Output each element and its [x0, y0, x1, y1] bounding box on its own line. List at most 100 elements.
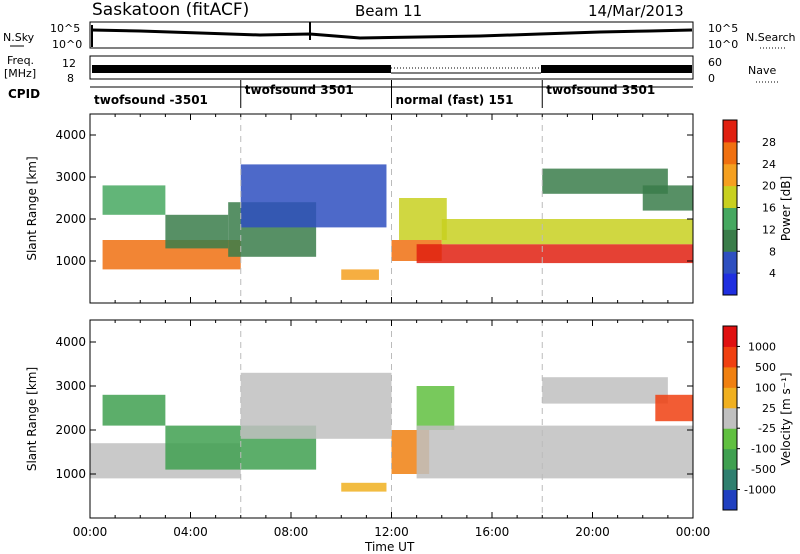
noise-right-tick-bottom: 10^0 [708, 38, 738, 51]
colorbar-tick-label: 500 [755, 361, 776, 374]
freq-band-1 [92, 65, 391, 73]
y-axis-label: Slant Range [km] [25, 367, 39, 471]
noise-panel-frame [89, 21, 694, 49]
colorbar-tick-label: -100 [751, 443, 776, 456]
velocity-panel: 1000 2000 3000 4000 Slant Range [km] 1000 500 1… [25, 319, 793, 519]
date-title: 14/Mar/2013 [588, 2, 684, 20]
echo-region [165, 214, 229, 249]
echo-region [240, 372, 392, 439]
colorbar-tick-label: 1000 [748, 340, 776, 353]
colorbar-swatch [723, 469, 737, 491]
y-tick-label: 2000 [55, 212, 86, 226]
colorbar-tick-label: 16 [762, 202, 776, 215]
colorbar-label: Velocity [m s⁻¹] [779, 372, 793, 465]
colorbar-swatch [723, 185, 737, 208]
colorbar-swatch [723, 387, 737, 409]
power-panel: 1000 2000 3000 4000 Slant Range [km] 4 8 12 16 20… [25, 113, 793, 304]
colorbar-swatch [723, 428, 737, 450]
y-tick-label: 3000 [55, 379, 86, 393]
freq-panel-frame [89, 55, 694, 80]
noise-left-tick-top: 10^5 [50, 22, 80, 35]
y-tick-label: 1000 [55, 254, 86, 268]
colorbar-tick-label: 24 [762, 158, 776, 171]
colorbar-swatch [723, 448, 737, 470]
colorbar-label: Power [dB] [779, 176, 793, 241]
y-tick-label: 2000 [55, 423, 86, 437]
echo-region [542, 377, 668, 404]
colorbar-swatch [723, 407, 737, 429]
echo-region [240, 164, 387, 228]
freq-left-tick-bottom: 8 [67, 72, 74, 85]
colorbar-tick-label: 100 [755, 381, 776, 394]
beam-title: Beam 11 [355, 2, 422, 20]
colorbar-swatch [723, 141, 737, 165]
echo-region [102, 394, 166, 426]
colorbar-tick-label: 25 [762, 402, 776, 415]
echo-region [655, 394, 693, 422]
colorbar-swatch [723, 326, 737, 347]
x-tick-label: 16:00 [475, 525, 510, 539]
freq-band-2 [541, 65, 692, 73]
y-tick-label: 3000 [55, 170, 86, 184]
colorbar-tick-label: 4 [769, 267, 776, 280]
echo-region [416, 244, 693, 264]
noise-sky-label: N.Sky [3, 31, 35, 44]
y-tick-label: 4000 [55, 335, 86, 349]
x-axis-label: Time UT [364, 540, 415, 554]
echo-region [341, 269, 379, 280]
colorbar-swatch [723, 163, 737, 187]
colorbar-swatch [723, 366, 737, 388]
x-tick-label: 00:00 [73, 525, 108, 539]
colorbar-tick-label: -25 [758, 422, 776, 435]
panel-frame [89, 113, 694, 304]
x-tick-label: 08:00 [274, 525, 309, 539]
y-axis-label: Slant Range [km] [25, 156, 39, 260]
echo-region [642, 185, 693, 211]
nave-label: Nave [748, 64, 776, 77]
colorbar-tick-label: 20 [762, 180, 776, 193]
x-axis: 00:00 04:00 08:00 12:00 16:00 20:00 00:00 [73, 525, 711, 539]
echo-region [416, 386, 455, 430]
cpid-row: twofsound -3501 twofsound 3501 normal (fas… [90, 80, 693, 108]
colorbar-swatch [723, 229, 737, 252]
noise-search-label: N.Search [746, 31, 796, 44]
colorbar-tick-label: -500 [751, 463, 776, 476]
freq-panel: Freq. [MHz] 12 8 60 0 Nave [4, 54, 778, 85]
cpid-segment-label: normal (fast) 151 [396, 93, 514, 107]
cpid-label: CPID [8, 87, 40, 101]
echo-region [399, 198, 447, 240]
cpid-segment-label: twofsound -3501 [94, 93, 208, 107]
colorbar-swatch [723, 207, 737, 230]
noise-panel: N.Sky 10^5 10^0 10^5 10^0 N.Search [3, 21, 796, 51]
station-title: Saskatoon (fitACF) [92, 0, 249, 20]
noise-left-tick-bottom: 10^0 [52, 38, 82, 51]
cpid-segment-label: twofsound 3501 [546, 83, 655, 97]
echo-region [102, 185, 166, 215]
nave-right-tick-top: 60 [708, 56, 722, 69]
freq-label: Freq. [7, 54, 34, 67]
colorbar-swatch [723, 120, 737, 143]
colorbar-frame [722, 325, 738, 511]
x-tick-label: 12:00 [374, 525, 409, 539]
colorbar-tick-label: 28 [762, 136, 776, 149]
echo-region [441, 219, 693, 245]
cpid-segment-label: twofsound 3501 [245, 83, 354, 97]
x-tick-label: 04:00 [173, 525, 208, 539]
colorbar-swatch [723, 251, 737, 274]
nave-right-tick-bottom: 0 [708, 72, 715, 85]
freq-left-tick-top: 12 [62, 57, 76, 70]
colorbar-swatch [723, 346, 737, 368]
noise-right-tick-top: 10^5 [708, 22, 738, 35]
x-tick-label: 20:00 [575, 525, 610, 539]
echo-region [341, 482, 387, 492]
noise-trace [91, 28, 693, 40]
colorbar-tick-label: 8 [769, 245, 776, 258]
freq-unit-label: [MHz] [4, 67, 36, 80]
y-tick-label: 4000 [55, 128, 86, 142]
colorbar-tick-label: -1000 [744, 484, 776, 497]
y-tick-label: 1000 [55, 467, 86, 481]
colorbar-swatch [723, 273, 737, 296]
colorbar-swatch [723, 489, 737, 511]
x-tick-label: 00:00 [676, 525, 711, 539]
